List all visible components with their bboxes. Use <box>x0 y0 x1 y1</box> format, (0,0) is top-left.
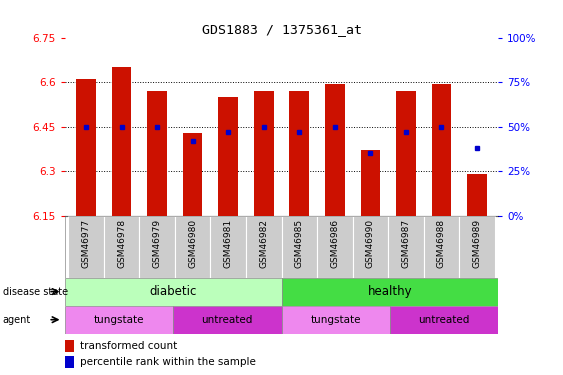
Bar <box>254 91 274 216</box>
Bar <box>183 132 203 216</box>
Text: tungstate: tungstate <box>93 315 144 325</box>
Text: disease state: disease state <box>3 286 68 297</box>
Text: GSM46990: GSM46990 <box>366 219 375 268</box>
Bar <box>360 150 380 216</box>
Text: GSM46981: GSM46981 <box>224 219 233 268</box>
Bar <box>112 67 131 216</box>
Bar <box>65 306 173 334</box>
Bar <box>173 306 282 334</box>
Bar <box>140 216 175 278</box>
Bar <box>352 216 388 278</box>
Bar <box>459 216 495 278</box>
Bar <box>467 174 486 216</box>
Bar <box>317 216 352 278</box>
Bar <box>423 216 459 278</box>
Bar <box>390 306 498 334</box>
Text: GSM46985: GSM46985 <box>295 219 304 268</box>
Text: GSM46979: GSM46979 <box>153 219 162 268</box>
Bar <box>68 216 104 278</box>
Text: untreated: untreated <box>418 315 470 325</box>
Bar <box>148 91 167 216</box>
Text: diabetic: diabetic <box>149 285 197 298</box>
Bar <box>289 91 309 216</box>
Text: agent: agent <box>3 315 31 325</box>
Text: GSM46989: GSM46989 <box>472 219 481 268</box>
Title: GDS1883 / 1375361_at: GDS1883 / 1375361_at <box>202 23 361 36</box>
Bar <box>218 97 238 216</box>
Bar <box>104 216 140 278</box>
Text: healthy: healthy <box>368 285 412 298</box>
Bar <box>65 356 74 368</box>
Text: tungstate: tungstate <box>310 315 361 325</box>
Text: GSM46977: GSM46977 <box>82 219 91 268</box>
Bar <box>325 84 345 216</box>
Bar <box>282 216 317 278</box>
Text: GSM46982: GSM46982 <box>259 219 268 268</box>
Bar <box>65 278 282 306</box>
Text: GSM46987: GSM46987 <box>401 219 410 268</box>
Text: untreated: untreated <box>202 315 253 325</box>
Text: percentile rank within the sample: percentile rank within the sample <box>80 357 256 367</box>
Bar <box>77 79 96 216</box>
Text: GSM46978: GSM46978 <box>117 219 126 268</box>
Text: GSM46980: GSM46980 <box>188 219 197 268</box>
Bar <box>282 278 498 306</box>
Bar <box>388 216 423 278</box>
Bar <box>175 216 211 278</box>
Bar <box>211 216 246 278</box>
Bar <box>432 84 451 216</box>
Bar <box>65 340 74 352</box>
Bar <box>396 91 415 216</box>
Bar <box>282 306 390 334</box>
Bar <box>246 216 282 278</box>
Text: GSM46988: GSM46988 <box>437 219 446 268</box>
Text: GSM46986: GSM46986 <box>330 219 339 268</box>
Text: transformed count: transformed count <box>80 341 177 351</box>
